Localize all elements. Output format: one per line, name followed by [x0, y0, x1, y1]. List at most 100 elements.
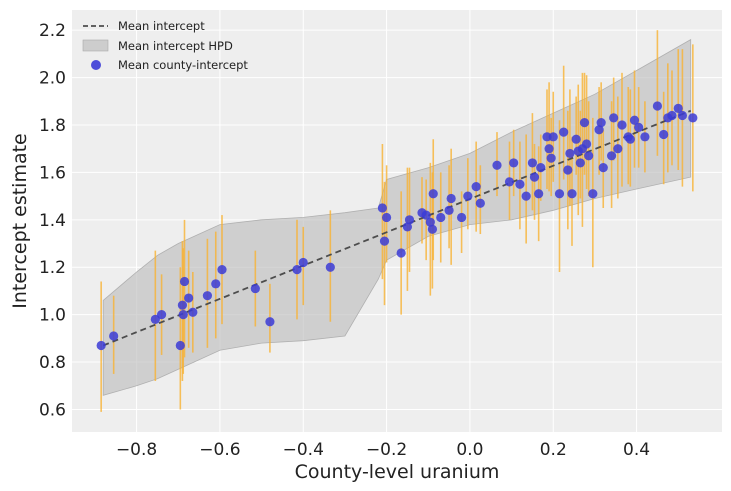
data-point — [563, 165, 573, 175]
data-point — [613, 144, 623, 154]
data-point — [509, 158, 519, 168]
hpd-band-layer — [102, 38, 692, 396]
data-point — [156, 310, 167, 320]
data-point — [596, 118, 606, 128]
data-point — [211, 279, 221, 289]
data-point — [444, 205, 454, 215]
mean-line-layer — [102, 109, 692, 347]
x-tick-label: −0.8 — [116, 440, 157, 460]
data-point — [217, 265, 227, 275]
data-point — [544, 144, 554, 154]
data-point — [567, 189, 577, 199]
data-point — [581, 139, 592, 149]
data-point — [634, 122, 644, 132]
data-point — [565, 148, 575, 159]
data-point — [325, 262, 335, 272]
hpd-band — [102, 38, 692, 396]
data-point — [179, 276, 190, 287]
data-point — [184, 293, 194, 303]
data-point — [504, 177, 515, 187]
data-point — [446, 193, 456, 204]
data-point — [521, 191, 531, 201]
data-point — [527, 158, 538, 168]
data-point — [677, 110, 688, 121]
y-axis-label: Intercept estimate — [9, 133, 31, 308]
data-point — [471, 182, 481, 192]
data-point — [463, 191, 473, 201]
data-point — [598, 163, 608, 173]
x-tick-label: −0.2 — [366, 440, 407, 460]
data-point — [150, 314, 160, 324]
data-point — [427, 224, 438, 234]
data-point — [421, 210, 431, 220]
data-point — [640, 132, 650, 142]
data-point — [436, 212, 446, 223]
x-tick-label: −0.4 — [283, 440, 324, 460]
data-point — [629, 115, 640, 125]
data-point — [588, 189, 598, 199]
point-layer — [96, 101, 698, 351]
y-tick-label: 2.0 — [39, 69, 66, 89]
data-point — [265, 317, 275, 327]
y-tick-label: 1.0 — [39, 306, 66, 326]
data-point — [188, 307, 198, 317]
data-point — [292, 265, 302, 275]
x-tick-label: −0.6 — [199, 440, 240, 460]
data-point — [606, 151, 617, 161]
data-point — [534, 189, 544, 199]
data-point — [625, 134, 635, 144]
legend-label-county-intercept: Mean county-intercept — [118, 58, 248, 72]
data-point — [617, 120, 627, 130]
x-tick-label: 0.2 — [540, 440, 567, 460]
data-point — [559, 127, 569, 137]
data-point — [298, 257, 308, 268]
data-point — [688, 113, 698, 123]
data-point — [492, 160, 502, 170]
data-point — [529, 172, 540, 182]
y-tick-label: 2.2 — [39, 21, 66, 41]
data-point — [667, 110, 677, 121]
data-point — [659, 129, 669, 140]
data-point — [109, 331, 119, 341]
y-tick-label: 1.6 — [39, 163, 66, 183]
data-point — [673, 103, 683, 113]
data-point — [178, 310, 188, 320]
y-tick-label: 1.4 — [39, 211, 66, 231]
data-point — [202, 291, 213, 301]
x-tick-labels: −0.8 −0.6 −0.4 −0.2 0.0 0.2 0.4 — [116, 440, 650, 460]
legend-label-mean-intercept: Mean intercept — [118, 19, 205, 33]
data-point — [652, 101, 663, 111]
legend-band-swatch — [82, 39, 109, 52]
data-point — [396, 248, 406, 258]
data-point — [250, 283, 260, 294]
data-point — [96, 340, 106, 351]
data-point — [554, 189, 565, 199]
data-point — [381, 212, 392, 223]
data-point — [402, 222, 413, 232]
data-point — [175, 340, 185, 351]
data-point — [548, 132, 558, 142]
legend-marker-swatch — [91, 60, 101, 70]
data-point — [428, 189, 438, 199]
data-point — [404, 215, 415, 225]
legend: Mean intercept Mean intercept HPD Mean c… — [82, 19, 248, 72]
y-tick-label: 1.2 — [39, 258, 66, 278]
x-axis-label: County-level uranium — [295, 461, 500, 483]
data-point — [425, 217, 435, 227]
y-tick-label: 0.6 — [39, 400, 66, 420]
x-tick-label: 0.4 — [623, 440, 650, 460]
data-point — [546, 153, 556, 163]
y-tick-labels: 0.6 0.8 1.0 1.2 1.4 1.6 1.8 2.0 2.2 — [39, 21, 66, 420]
legend-label-hpd: Mean intercept HPD — [118, 39, 233, 53]
y-tick-label: 0.8 — [39, 353, 66, 373]
data-point — [571, 134, 581, 144]
data-point — [584, 151, 594, 161]
data-point — [379, 236, 390, 246]
mean-intercept-line — [102, 109, 692, 347]
data-point — [177, 300, 188, 310]
data-point — [536, 163, 546, 173]
data-point — [579, 118, 590, 128]
data-point — [456, 212, 467, 223]
data-point — [594, 125, 604, 135]
data-point — [475, 198, 485, 208]
